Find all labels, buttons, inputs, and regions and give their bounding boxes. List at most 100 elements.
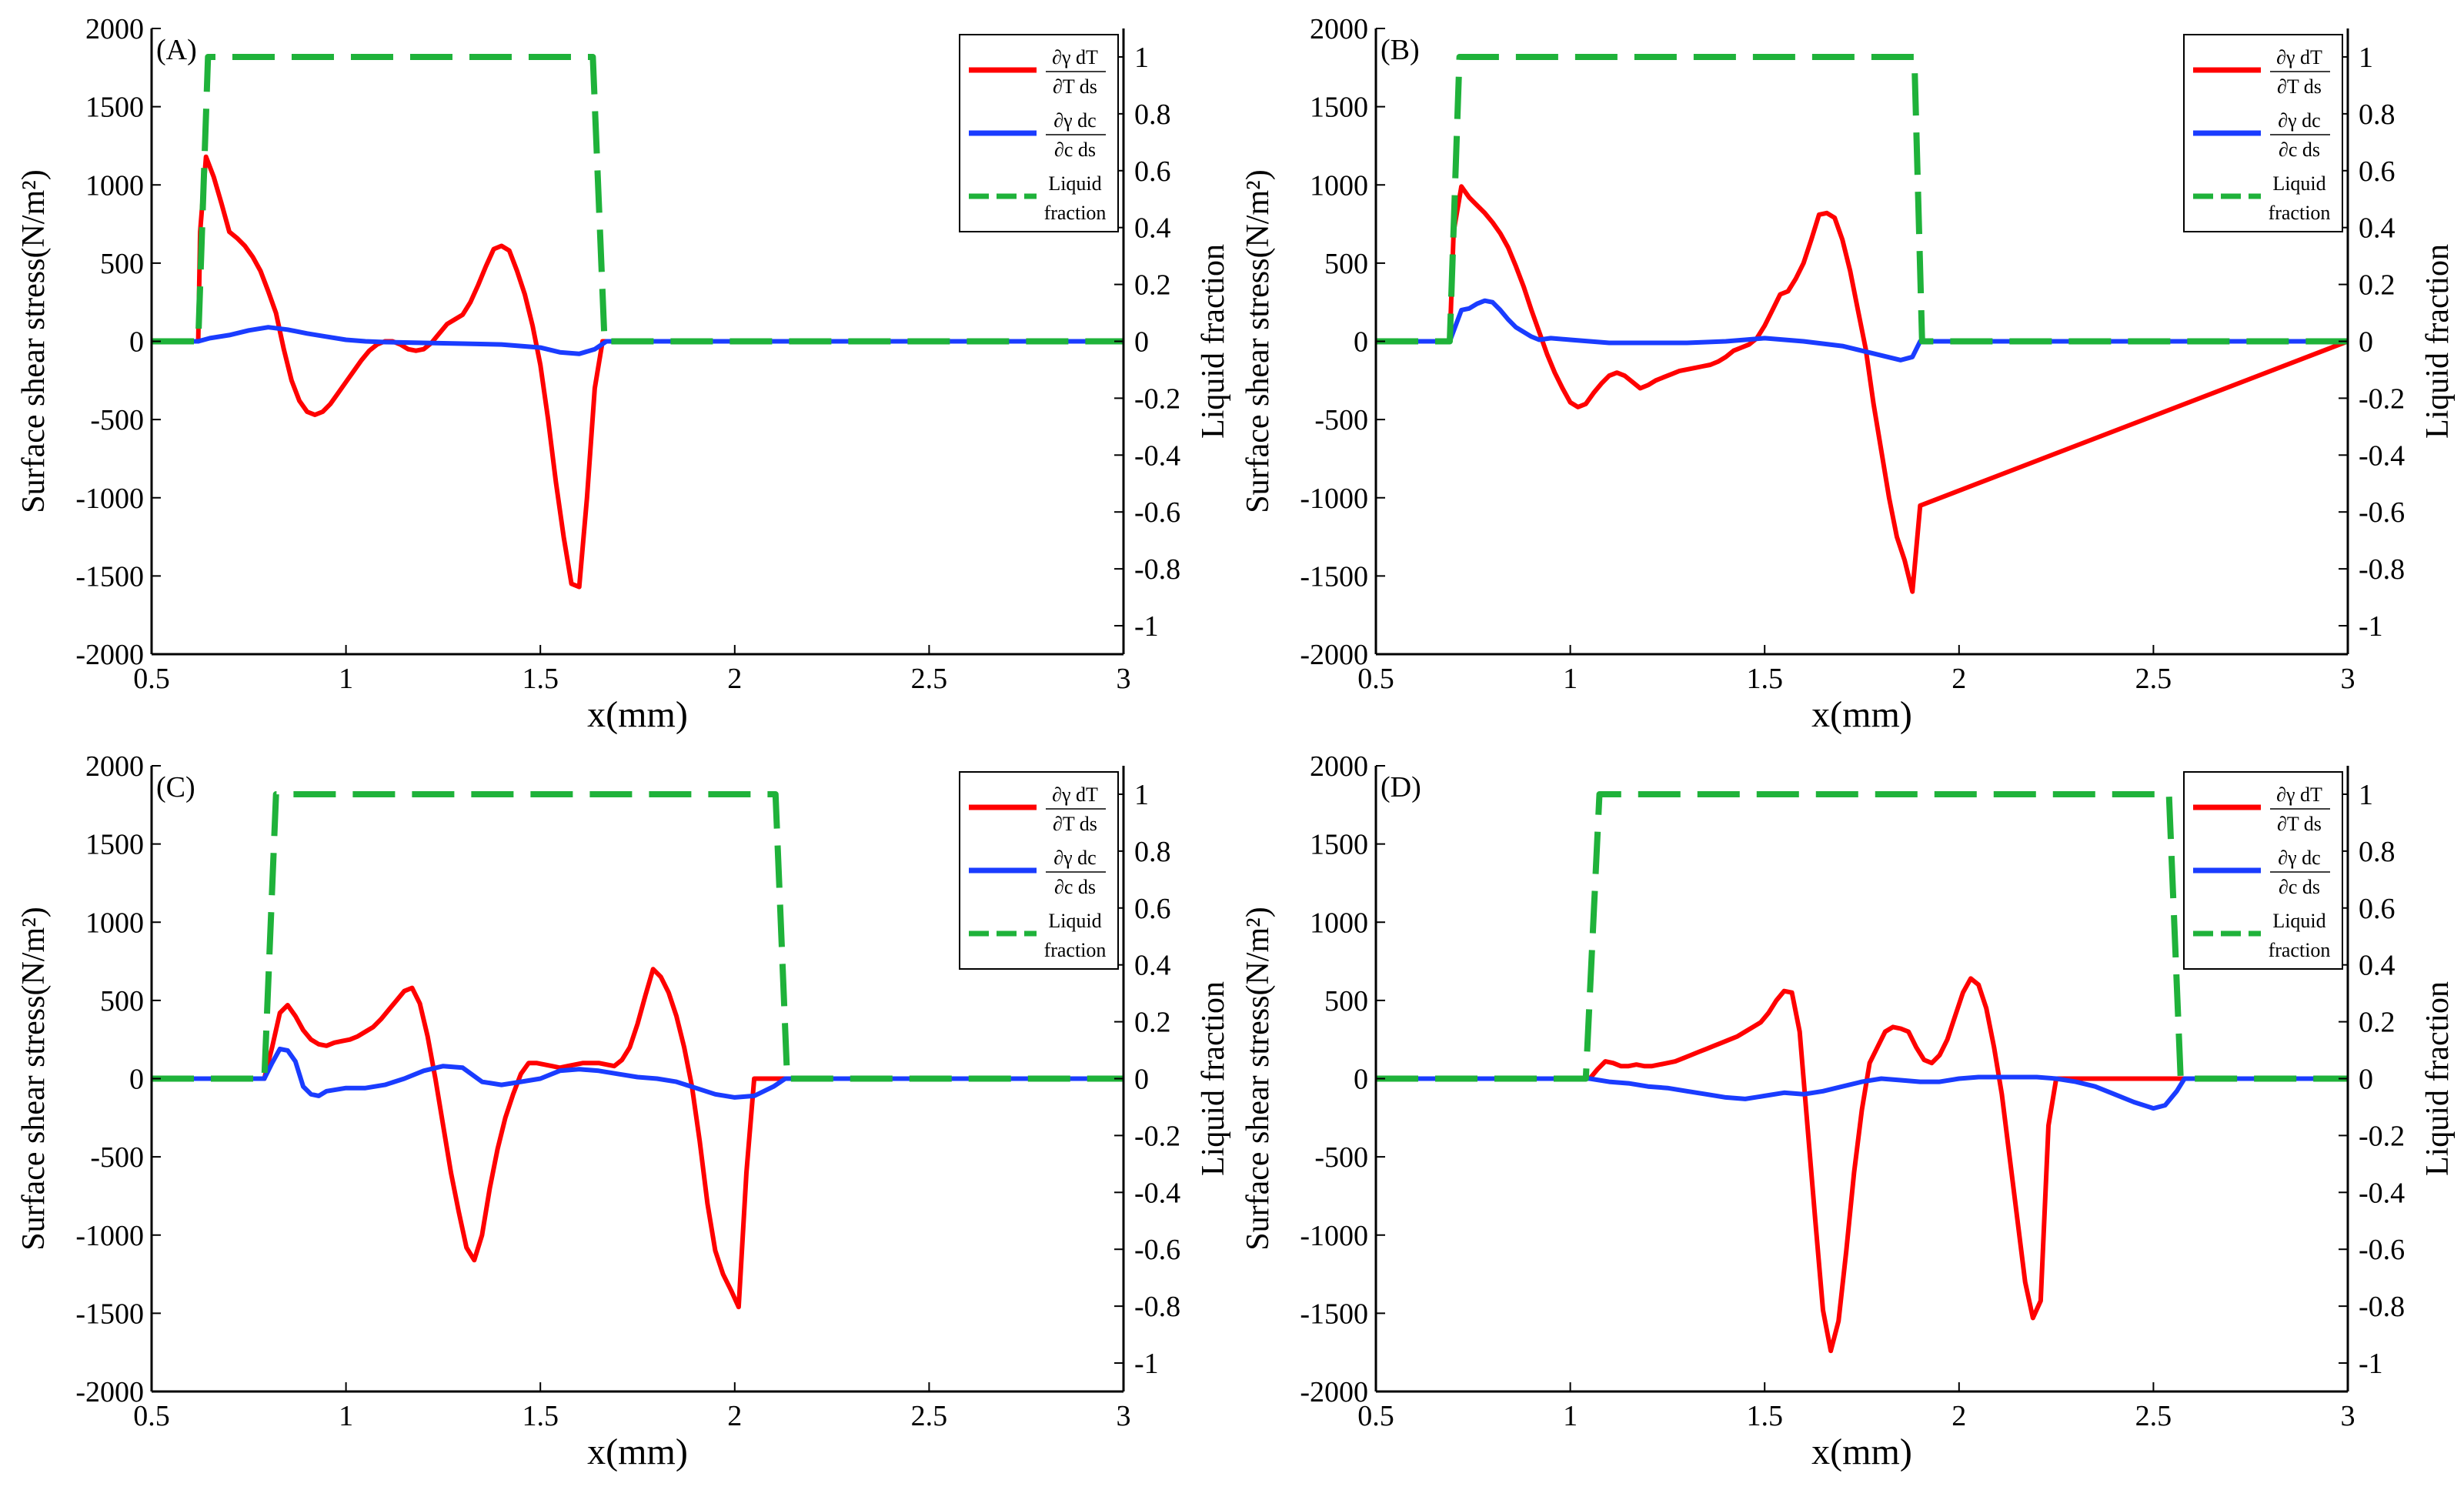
panel-a: 0.5 1 1.5 2 2.5 3 2000 1500 1000 500 0 -500 -1000 -15… bbox=[16, 13, 1231, 735]
x-tick-label: 2 bbox=[727, 1400, 742, 1432]
y-right-tick-label: 0.2 bbox=[1134, 1007, 1171, 1039]
y-tick-label: 2000 bbox=[85, 750, 144, 783]
y-tick-label: 0 bbox=[129, 1064, 144, 1096]
y-axis-label: Surface shear stress(N/m²) bbox=[16, 907, 52, 1250]
y-tick-label: -2000 bbox=[1300, 1376, 1368, 1408]
y-right-tick-label: 1 bbox=[2359, 42, 2373, 74]
series-solutal bbox=[1376, 1074, 2348, 1111]
y-tick-label: 1000 bbox=[1310, 169, 1368, 202]
x-axis-label: x(mm) bbox=[1811, 694, 1912, 735]
x-tick-label: 3 bbox=[2341, 663, 2355, 695]
y-tick-label: 1500 bbox=[1310, 92, 1368, 124]
y-right-tick-label: -0.8 bbox=[1134, 553, 1180, 586]
x-tick-label: 1.5 bbox=[1746, 1400, 1783, 1432]
y-tick-label: 1000 bbox=[85, 169, 144, 202]
legend-label-bottom: ∂T ds bbox=[2277, 813, 2322, 835]
legend-label-top: ∂γ dc bbox=[1053, 109, 1096, 132]
y-tick-label: 2000 bbox=[1310, 750, 1368, 783]
y-tick-label: -2000 bbox=[75, 639, 144, 671]
x-tick-label: 3 bbox=[2341, 1400, 2355, 1432]
panel-label: (D) bbox=[1381, 771, 1421, 803]
y-right-tick-label: 1 bbox=[1134, 779, 1149, 811]
y-right-tick-label: -0.8 bbox=[2359, 553, 2405, 586]
series-liquid bbox=[1376, 791, 2348, 1082]
y-right-tick-label: -1 bbox=[2359, 610, 2383, 643]
y-axis-label: Surface shear stress(N/m²) bbox=[1240, 169, 1276, 513]
legend: ∂γ dT ∂T ds ∂γ dc ∂c ds Liquid fraction bbox=[959, 34, 1119, 232]
x-axis-label: x(mm) bbox=[1811, 1432, 1912, 1472]
series-solutal bbox=[152, 325, 1123, 356]
y-tick-label: 1500 bbox=[85, 92, 144, 124]
legend-label-top: ∂γ dT bbox=[1052, 783, 1098, 806]
y-right-tick-label: 0.6 bbox=[1134, 893, 1171, 925]
series-solutal bbox=[1376, 298, 2348, 362]
y-tick-label: -500 bbox=[90, 1141, 144, 1174]
x-tick-label: 2.5 bbox=[911, 663, 948, 695]
y-right-tick-label: -1 bbox=[1134, 1348, 1159, 1380]
y-tick-label: 0 bbox=[1354, 1064, 1368, 1096]
y-right-tick-label: 0.4 bbox=[2359, 950, 2396, 982]
x-tick-label: 1 bbox=[339, 663, 353, 695]
y-tick-label: 500 bbox=[100, 248, 144, 280]
series-liquid bbox=[152, 791, 1123, 1082]
y-right-tick-label: -0.4 bbox=[2359, 1177, 2405, 1209]
legend-label-bottom: ∂c ds bbox=[2279, 139, 2320, 161]
legend-label-bottom: ∂T ds bbox=[2277, 75, 2322, 98]
legend-label-bottom: fraction bbox=[1044, 939, 1107, 961]
panel-label: (C) bbox=[156, 771, 195, 803]
y-tick-label: -1000 bbox=[1300, 1220, 1368, 1252]
legend-label-top: ∂γ dc bbox=[2278, 109, 2320, 132]
x-axis-label: x(mm) bbox=[587, 694, 688, 735]
y-right-tick-label: -0.8 bbox=[2359, 1291, 2405, 1323]
x-tick-label: 2.5 bbox=[911, 1400, 948, 1432]
legend-label-top: Liquid bbox=[1048, 172, 1101, 195]
y-tick-label: 500 bbox=[1324, 248, 1368, 280]
legend: ∂γ dT ∂T ds ∂γ dc ∂c ds Liquid fraction bbox=[959, 771, 1119, 970]
x-tick-label: 1.5 bbox=[522, 1400, 559, 1432]
x-tick-label: 0.5 bbox=[133, 663, 170, 695]
x-tick-label: 0.5 bbox=[133, 1400, 170, 1432]
y-right-tick-label: 0 bbox=[2359, 326, 2373, 359]
legend-label-top: ∂γ dT bbox=[1052, 46, 1098, 68]
y-tick-label: -500 bbox=[1314, 1141, 1368, 1174]
legend-label-bottom: ∂c ds bbox=[1054, 139, 1096, 161]
y-right-tick-label: -0.2 bbox=[1134, 1120, 1180, 1152]
y-right-tick-label: 0.6 bbox=[1134, 155, 1171, 188]
y-right-tick-label: -1 bbox=[1134, 610, 1159, 643]
y-right-tick-label: 0.8 bbox=[2359, 99, 2396, 131]
y-right-tick-label: 0.4 bbox=[2359, 212, 2396, 245]
y-right-tick-label: 1 bbox=[1134, 42, 1149, 74]
y-tick-label: -1500 bbox=[1300, 560, 1368, 593]
y-tick-label: -500 bbox=[1314, 404, 1368, 436]
y-right-tick-label: 0.4 bbox=[1134, 950, 1171, 982]
panel-d: 0.5 1 1.5 2 2.5 3 2000 1500 1000 500 0 -500 -1000 -15… bbox=[1240, 750, 2456, 1472]
x-tick-label: 2.5 bbox=[2135, 1400, 2172, 1432]
y-right-tick-label: -0.4 bbox=[1134, 1177, 1180, 1209]
legend-label-top: ∂γ dc bbox=[2278, 847, 2320, 869]
x-tick-label: 2 bbox=[1952, 1400, 1966, 1432]
y-tick-label: 1000 bbox=[85, 907, 144, 939]
y-right-tick-label: -0.6 bbox=[1134, 1234, 1180, 1266]
y-tick-label: 1500 bbox=[85, 829, 144, 861]
y-axis-right-label: Liquid fraction bbox=[2420, 244, 2456, 439]
legend-label-top: ∂γ dT bbox=[2276, 46, 2322, 68]
legend-label-top: Liquid bbox=[2272, 910, 2325, 932]
y-tick-label: -2000 bbox=[75, 1376, 144, 1408]
y-axis-label: Surface shear stress(N/m²) bbox=[1240, 907, 1276, 1250]
y-right-tick-label: -0.6 bbox=[1134, 496, 1180, 529]
y-tick-label: 0 bbox=[129, 326, 144, 359]
y-axis-right-label: Liquid fraction bbox=[1196, 981, 1231, 1176]
y-right-tick-label: -0.4 bbox=[1134, 439, 1180, 472]
y-tick-label: -1000 bbox=[1300, 483, 1368, 515]
series-thermal bbox=[152, 967, 1123, 1310]
legend-label-bottom: ∂c ds bbox=[1054, 876, 1096, 898]
x-tick-label: 2 bbox=[727, 663, 742, 695]
y-right-tick-label: 0.2 bbox=[2359, 269, 2396, 302]
x-axis-label: x(mm) bbox=[587, 1432, 688, 1472]
legend-label-top: ∂γ dc bbox=[1053, 847, 1096, 869]
y-right-tick-label: -0.2 bbox=[2359, 1120, 2405, 1152]
y-right-tick-label: 0 bbox=[1134, 326, 1149, 359]
y-tick-label: -1000 bbox=[75, 1220, 144, 1252]
y-tick-label: -500 bbox=[90, 404, 144, 436]
